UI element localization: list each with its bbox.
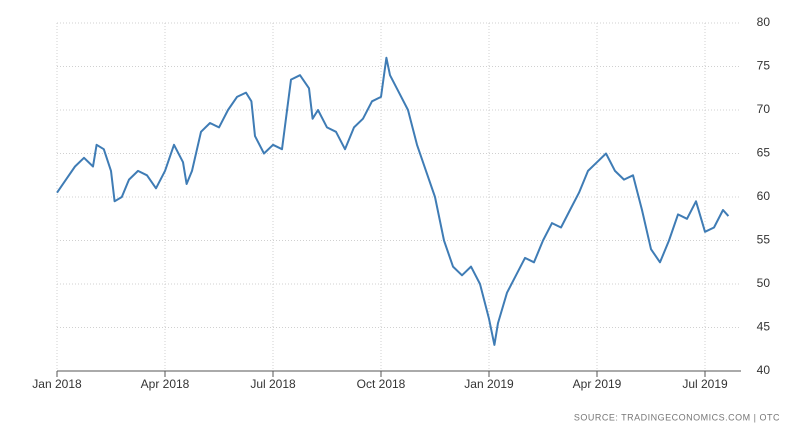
- x-tick-label: Jul 2019: [682, 377, 728, 391]
- x-tick-label: Jan 2019: [464, 377, 514, 391]
- y-tick-label: 80: [757, 15, 771, 29]
- y-tick-label: 50: [757, 276, 771, 290]
- y-tick-label: 70: [757, 102, 771, 116]
- y-tick-label: 60: [757, 189, 771, 203]
- y-tick-label: 55: [757, 233, 771, 247]
- y-tick-label: 40: [757, 363, 771, 377]
- x-tick-label: Jul 2018: [250, 377, 296, 391]
- price-line: [56, 56, 730, 346]
- x-tick-label: Jan 2018: [32, 377, 82, 391]
- x-tick-label: Apr 2018: [141, 377, 190, 391]
- y-tick-label: 75: [757, 59, 771, 73]
- x-tick-label: Oct 2018: [357, 377, 406, 391]
- source-note: SOURCE: TRADINGECONOMICS.COM | OTC: [574, 412, 780, 422]
- y-tick-label: 45: [757, 320, 771, 334]
- x-tick-label: Apr 2019: [573, 377, 622, 391]
- y-tick-label: 65: [757, 146, 771, 160]
